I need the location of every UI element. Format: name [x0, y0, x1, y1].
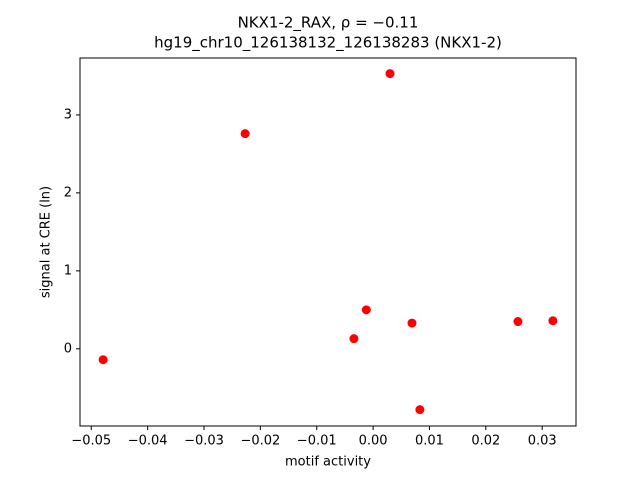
plot-frame	[79, 57, 577, 427]
x-tick-label: 0.00	[359, 434, 388, 449]
y-tick-label: 2	[64, 185, 72, 200]
x-tick-label: 0.03	[528, 434, 557, 449]
x-tick-label: −0.02	[240, 434, 280, 449]
point	[548, 316, 558, 326]
x-axis-label: motif activity	[285, 455, 371, 470]
chart-title: NKX1-2_RAX, ρ = −0.11	[238, 14, 419, 33]
x-tick-label: −0.04	[128, 434, 168, 449]
x-tick-label: 0.02	[471, 434, 500, 449]
y-tick-label: 0	[64, 341, 72, 356]
point	[98, 355, 108, 365]
x-tick-label: 0.01	[415, 434, 444, 449]
point	[415, 405, 425, 415]
y-tick-label: 1	[64, 263, 72, 278]
point	[385, 69, 395, 79]
point	[407, 318, 417, 328]
point	[240, 129, 250, 139]
chart-subtitle: hg19_chr10_126138132_126138283 (NKX1-2)	[154, 34, 502, 53]
y-tick-label: 3	[64, 107, 72, 122]
point	[349, 334, 359, 344]
x-tick-label: −0.01	[297, 434, 337, 449]
point	[513, 317, 523, 327]
x-tick-label: −0.05	[71, 434, 111, 449]
y-axis-label: signal at CRE (ln)	[39, 186, 54, 298]
point	[361, 305, 371, 315]
x-tick-label: −0.03	[184, 434, 224, 449]
